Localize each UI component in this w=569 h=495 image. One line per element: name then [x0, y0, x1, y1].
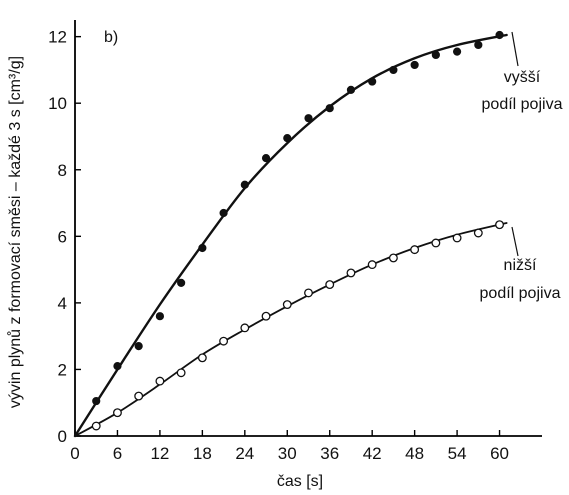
fit-lines: [73, 33, 508, 438]
filled-data-point: [368, 77, 377, 86]
filled-data-point: [92, 396, 101, 406]
open-data-point: [346, 268, 356, 278]
filled-data-point: [304, 114, 313, 123]
x-tick-label: 60: [490, 444, 509, 463]
panel-label: b): [104, 29, 118, 46]
x-tick-label: 30: [278, 444, 297, 463]
x-tick-label: 48: [405, 444, 424, 463]
open-data-point: [197, 353, 207, 363]
x-tick-label: 24: [235, 444, 254, 463]
open-data-point: [91, 421, 101, 431]
filled-data-point: [198, 243, 207, 253]
y-tick-label: 10: [48, 94, 67, 113]
series-label-line: vyšší: [504, 69, 541, 86]
x-tick-label: 54: [448, 444, 467, 463]
open-data-point: [388, 253, 398, 263]
open-data-point: [261, 311, 271, 321]
open-data-point: [367, 260, 377, 270]
filled-data-point: [346, 85, 356, 94]
x-tick-label: 42: [363, 444, 382, 463]
open-data-point: [240, 323, 250, 333]
filled-data-point: [283, 134, 292, 143]
open-data-point: [325, 280, 335, 290]
filled-data-point: [495, 30, 504, 40]
open-data-point: [282, 300, 292, 309]
y-tick-label: 0: [58, 427, 67, 446]
open-data-point: [134, 391, 144, 401]
filled-data-point: [155, 312, 165, 321]
y-axis-title: vývin plynů z formovací směsi – každé 3 …: [6, 56, 24, 408]
open-data-point: [431, 238, 441, 248]
y-tick-label: 8: [58, 161, 67, 180]
filled-data-point: [410, 60, 419, 70]
filled-data-point: [240, 180, 249, 189]
filled-data-point: [431, 50, 440, 60]
open-data-point: [155, 376, 165, 386]
series-label-line: podíl pojiva: [480, 285, 561, 302]
filled-data-point: [474, 40, 483, 50]
x-tick-label: 0: [70, 444, 79, 463]
open-data-point: [176, 368, 186, 378]
filled-data-point: [219, 208, 228, 218]
data-points: [91, 30, 504, 431]
y-tick-label: 6: [58, 227, 67, 246]
fit-line-lower-binder: [74, 222, 508, 437]
filled-data-point: [389, 65, 398, 75]
x-tick-label: 12: [150, 444, 169, 463]
series-label-line: podíl pojiva: [482, 96, 563, 113]
filled-data-point: [261, 154, 271, 163]
y-tick-label: 12: [48, 28, 67, 47]
filled-data-point: [113, 362, 122, 371]
open-data-point: [304, 288, 313, 298]
x-tick-label: 6: [113, 444, 122, 463]
series-label-leader: [511, 31, 519, 67]
x-axis-title: čas [s]: [277, 473, 323, 490]
filled-data-point: [452, 47, 462, 56]
open-data-point: [219, 336, 229, 346]
filled-data-point: [325, 104, 334, 113]
open-data-point: [495, 220, 504, 230]
filled-data-point: [134, 342, 143, 351]
open-data-point: [113, 408, 122, 418]
series-label-leader: [511, 226, 519, 257]
fit-line-higher-binder: [73, 33, 508, 438]
series-labels: vyšší podíl pojiva nižší podíl pojiva: [480, 31, 563, 302]
series-label-line: nižší: [504, 257, 537, 274]
x-tick-label: 36: [320, 444, 339, 463]
open-data-point: [473, 228, 483, 238]
open-data-point: [452, 233, 462, 243]
x-tick-label: 18: [193, 444, 212, 463]
filled-data-point: [177, 278, 186, 288]
open-data-point: [410, 245, 420, 255]
y-tick-label: 4: [58, 294, 67, 313]
y-tick-label: 2: [58, 360, 67, 379]
